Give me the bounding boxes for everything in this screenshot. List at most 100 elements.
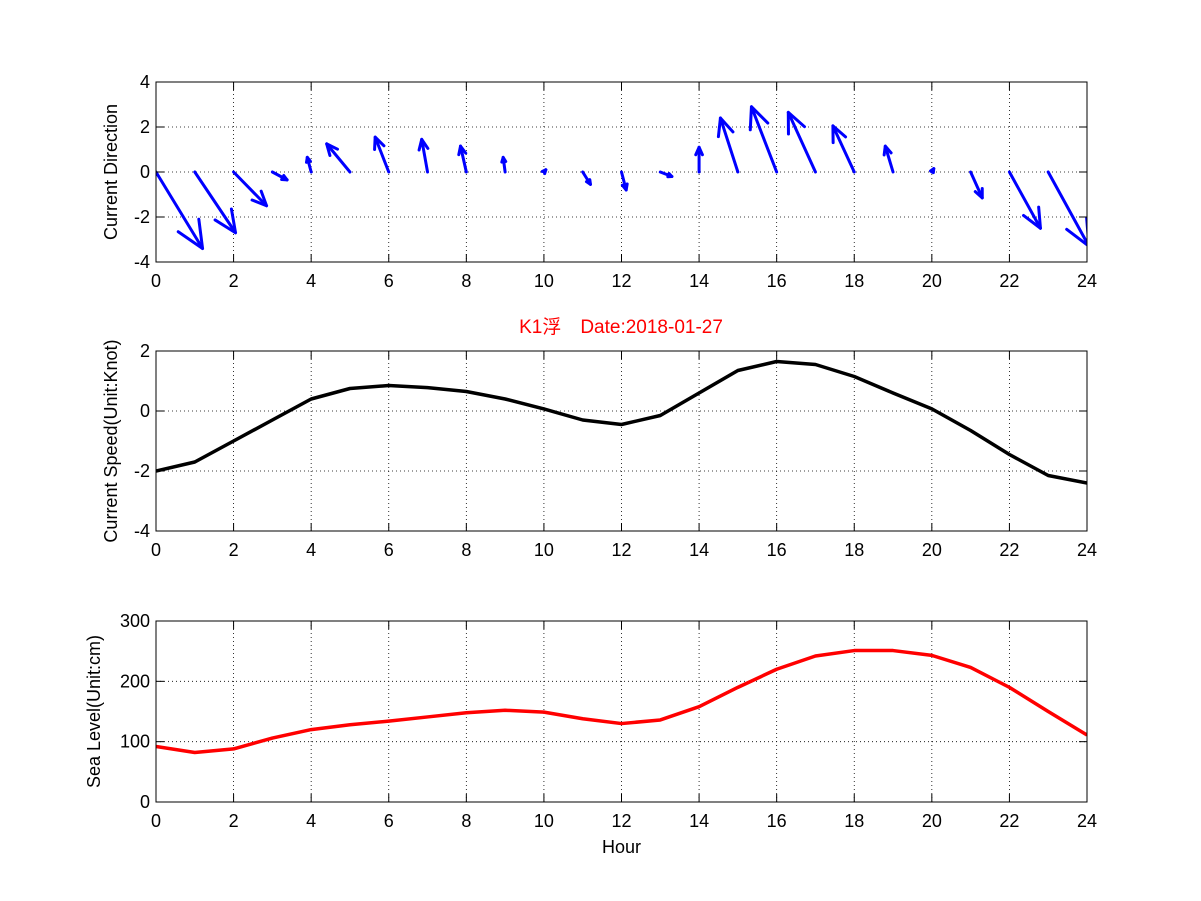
direction-arrow: [193, 170, 238, 235]
direction-arrow-head: [176, 217, 205, 250]
sealevel-xtick-label: 10: [534, 811, 554, 831]
direction-xtick-label: 20: [922, 271, 942, 291]
direction-arrow: [716, 116, 740, 174]
direction-arrow: [831, 124, 856, 174]
speed-ytick-label: 0: [140, 401, 150, 421]
speed-ytick-label: -4: [134, 521, 150, 541]
direction-arrow: [929, 167, 936, 175]
direction-arrow: [882, 144, 895, 174]
speed-data: [156, 359, 1087, 485]
direction-arrow: [457, 144, 468, 174]
direction-arrow: [304, 155, 313, 174]
direction-arrow-shaft: [373, 135, 391, 174]
direction-arrow-head: [250, 189, 269, 208]
direction-arrow-head: [620, 182, 629, 192]
direction-arrow: [1007, 170, 1042, 230]
direction-arrow-head: [716, 116, 735, 139]
direction-arrow-shaft: [459, 144, 468, 174]
direction-arrow-head: [748, 105, 770, 132]
speed-xtick-label: 8: [461, 540, 471, 560]
direction-arrow-shaft: [325, 142, 352, 174]
sealevel-ylabel: Sea Level(Unit:cm): [84, 635, 104, 788]
sealevel-xlabel: Hour: [602, 837, 641, 857]
sealevel-ytick-label: 0: [140, 792, 150, 812]
direction-arrow: [658, 170, 674, 179]
sealevel-xtick-label: 2: [229, 811, 239, 831]
direction-arrow-head: [1065, 216, 1087, 247]
direction-arrow-head: [457, 144, 468, 157]
direction-xtick-label: 8: [461, 271, 471, 291]
sealevel-ytick-label: 300: [120, 611, 150, 631]
speed-xtick-label: 2: [229, 540, 239, 560]
direction-ytick-label: 0: [140, 162, 150, 182]
direction-arrow-shaft: [1007, 170, 1042, 230]
direction-xtick-label: 22: [999, 271, 1019, 291]
direction-data: [156, 105, 1087, 250]
speed-xtick-label: 24: [1077, 540, 1097, 560]
direction-arrow-head: [831, 124, 848, 145]
speed-ytick-label: -2: [134, 461, 150, 481]
direction-arrow: [620, 170, 629, 192]
speed-xtick-label: 4: [306, 540, 316, 560]
direction-arrow: [969, 170, 984, 200]
direction-ytick-label: -2: [134, 207, 150, 227]
direction-arrow-shaft: [831, 124, 856, 174]
direction-arrow: [417, 137, 430, 174]
direction-arrow-shaft: [232, 170, 269, 208]
sealevel-xtick-label: 18: [844, 811, 864, 831]
sealevel-plot-area: [156, 621, 1087, 802]
direction-arrow-shaft: [969, 170, 984, 200]
sealevel-ytick-label: 100: [120, 732, 150, 752]
speed-xtick-label: 20: [922, 540, 942, 560]
direction-xtick-label: 6: [384, 271, 394, 291]
direction-arrow-head: [500, 155, 508, 164]
direction-arrow: [694, 145, 704, 174]
direction-xtick-label: 10: [534, 271, 554, 291]
direction-arrow-head: [584, 178, 592, 186]
sealevel-xtick-label: 24: [1077, 811, 1097, 831]
sealevel-xtick-label: 20: [922, 811, 942, 831]
direction-arrow-head: [373, 135, 386, 151]
direction-xtick-label: 14: [689, 271, 709, 291]
speed-xtick-label: 14: [689, 540, 709, 560]
direction-arrow: [748, 105, 779, 174]
sealevel-data: [156, 648, 1087, 755]
direction-arrow-head: [929, 167, 936, 175]
direction-arrow-shaft: [156, 170, 205, 250]
direction-xtick-label: 16: [767, 271, 787, 291]
speed-ylabel: Current Speed(Unit:Knot): [101, 339, 121, 542]
direction-arrow-head: [304, 155, 312, 164]
sealevel-ytick-label: 200: [120, 671, 150, 691]
direction-arrow: [325, 142, 352, 174]
sealevel-xtick-label: 22: [999, 811, 1019, 831]
direction-arrow: [270, 170, 289, 182]
direction-xtick-label: 2: [229, 271, 239, 291]
direction-arrow: [500, 155, 508, 174]
speed-xtick-label: 18: [844, 540, 864, 560]
speed-ytick-label: 2: [140, 341, 150, 361]
speed-xtick-label: 10: [534, 540, 554, 560]
speed-xtick-label: 12: [611, 540, 631, 560]
direction-arrow-shaft: [749, 105, 779, 174]
direction-arrow-shaft: [883, 144, 895, 174]
direction-arrow-shaft: [193, 170, 238, 235]
direction-arrow-head: [882, 144, 893, 157]
sealevel-xtick-label: 6: [384, 811, 394, 831]
direction-arrow-head: [540, 168, 548, 176]
speed-xtick-label: 22: [999, 540, 1019, 560]
sealevel-xtick-label: 0: [151, 811, 161, 831]
direction-arrow-head: [417, 137, 430, 152]
direction-arrow-shaft: [786, 110, 817, 174]
direction-arrow: [581, 170, 592, 186]
direction-arrow-head: [325, 142, 339, 157]
direction-ytick-label: -4: [134, 252, 150, 272]
sealevel-xtick-label: 12: [611, 811, 631, 831]
direction-xtick-label: 4: [306, 271, 316, 291]
direction-arrow-shaft: [420, 137, 430, 174]
direction-arrow: [786, 110, 817, 174]
sealevel-series-line: [156, 648, 1087, 755]
direction-ylabel: Current Direction: [101, 104, 121, 240]
